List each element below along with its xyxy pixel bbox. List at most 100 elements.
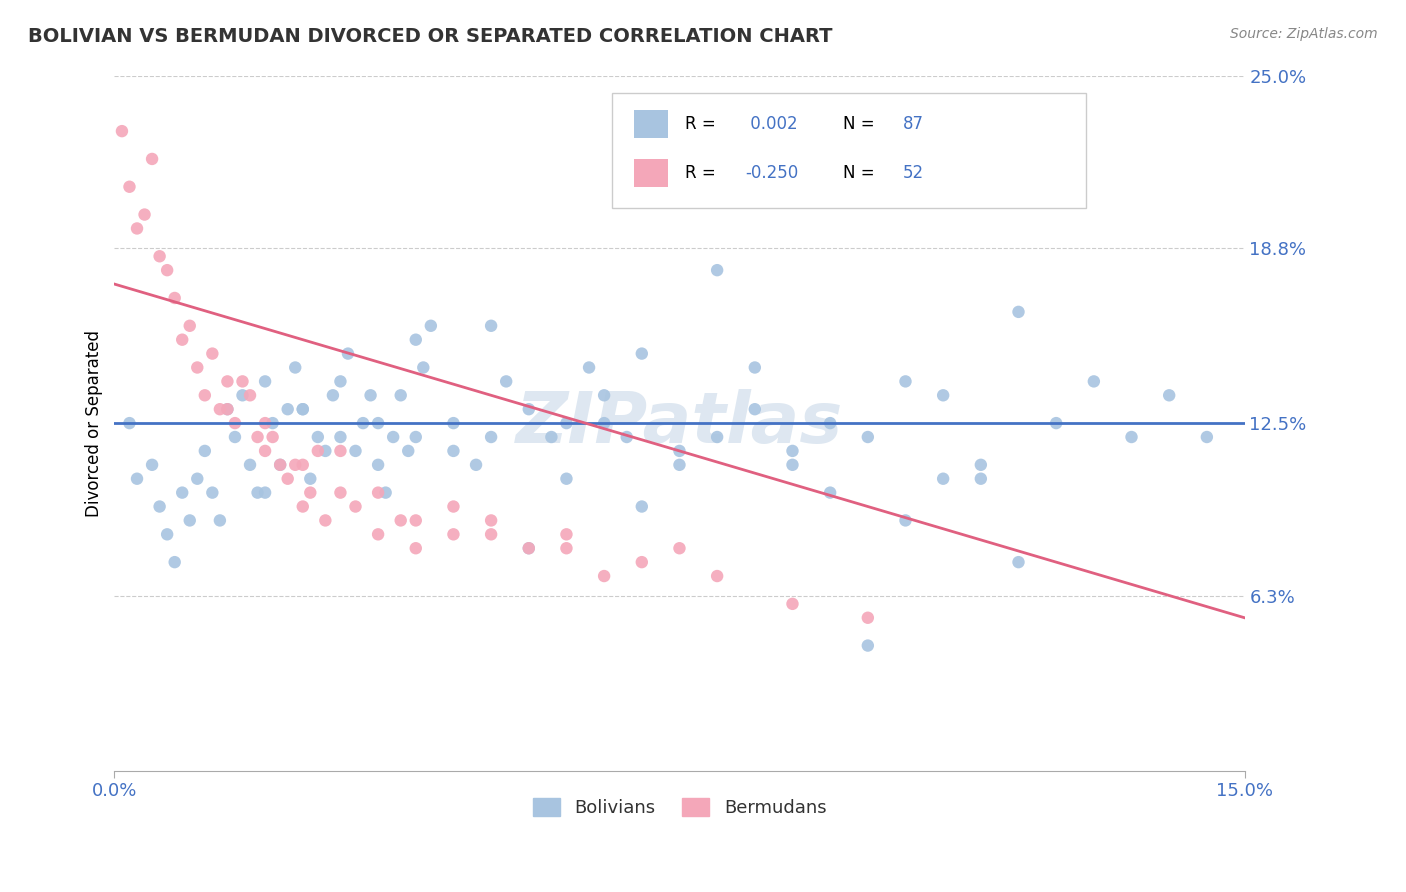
Point: [217, 402, 239, 417]
Point: [224, 430, 246, 444]
Point: [1007, 305, 1029, 319]
Point: [156, 263, 179, 277]
Point: [307, 430, 329, 444]
Point: [1007, 555, 1029, 569]
Bar: [634, 111, 668, 138]
Point: [405, 541, 427, 556]
Point: [329, 444, 352, 458]
Text: 0.002: 0.002: [745, 115, 797, 133]
Point: [134, 208, 156, 222]
Point: [149, 500, 172, 514]
Point: [299, 485, 322, 500]
Point: [479, 430, 502, 444]
Point: [706, 263, 728, 277]
Point: [336, 346, 359, 360]
Point: [1083, 375, 1105, 389]
Point: [465, 458, 488, 472]
Point: [443, 444, 465, 458]
Point: [179, 513, 201, 527]
Point: [540, 430, 562, 444]
Point: [593, 388, 616, 402]
Point: [396, 444, 419, 458]
Point: [367, 527, 389, 541]
Point: [118, 416, 141, 430]
Point: [269, 458, 291, 472]
Point: [246, 430, 269, 444]
Point: [344, 500, 367, 514]
Point: [578, 360, 600, 375]
Point: [555, 541, 578, 556]
Point: [201, 346, 224, 360]
Text: 87: 87: [903, 115, 924, 133]
Point: [616, 430, 638, 444]
Point: [217, 375, 239, 389]
Point: [299, 472, 322, 486]
Point: [555, 472, 578, 486]
Point: [412, 360, 434, 375]
Point: [630, 346, 652, 360]
Point: [443, 500, 465, 514]
Point: [856, 430, 879, 444]
Point: [125, 472, 148, 486]
Point: [262, 416, 284, 430]
Point: [314, 513, 336, 527]
Point: [932, 388, 955, 402]
Point: [1045, 416, 1067, 430]
Point: [668, 444, 690, 458]
Point: [163, 555, 186, 569]
Point: [125, 221, 148, 235]
Point: [201, 485, 224, 500]
Point: [329, 430, 352, 444]
Point: [1195, 430, 1218, 444]
Point: [405, 430, 427, 444]
Point: [668, 458, 690, 472]
Point: [367, 485, 389, 500]
Point: [352, 416, 374, 430]
Text: -0.250: -0.250: [745, 164, 799, 182]
Point: [149, 249, 172, 263]
Point: [186, 360, 208, 375]
Point: [818, 416, 841, 430]
Point: [419, 318, 441, 333]
Point: [555, 527, 578, 541]
Point: [329, 485, 352, 500]
Point: [344, 444, 367, 458]
Point: [208, 402, 231, 417]
Point: [1121, 430, 1143, 444]
Point: [239, 388, 262, 402]
Point: [389, 513, 412, 527]
Point: [367, 416, 389, 430]
Point: [970, 458, 993, 472]
Text: ZIPatlas: ZIPatlas: [516, 389, 844, 458]
Bar: [634, 159, 668, 186]
Text: R =: R =: [685, 115, 721, 133]
Point: [284, 458, 307, 472]
Point: [479, 527, 502, 541]
Point: [818, 485, 841, 500]
Text: N =: N =: [844, 164, 880, 182]
Point: [231, 375, 253, 389]
Point: [360, 388, 382, 402]
Point: [932, 472, 955, 486]
Point: [291, 402, 314, 417]
Point: [706, 569, 728, 583]
Point: [382, 430, 405, 444]
Point: [479, 318, 502, 333]
Point: [443, 416, 465, 430]
Legend: Bolivians, Bermudans: Bolivians, Bermudans: [526, 790, 834, 824]
Point: [367, 458, 389, 472]
Point: [856, 611, 879, 625]
Point: [856, 639, 879, 653]
Point: [322, 388, 344, 402]
Point: [706, 430, 728, 444]
Point: [744, 360, 766, 375]
Point: [291, 500, 314, 514]
Point: [224, 416, 246, 430]
Point: [405, 333, 427, 347]
Point: [668, 541, 690, 556]
Text: BOLIVIAN VS BERMUDAN DIVORCED OR SEPARATED CORRELATION CHART: BOLIVIAN VS BERMUDAN DIVORCED OR SEPARAT…: [28, 27, 832, 45]
Point: [269, 458, 291, 472]
Point: [186, 472, 208, 486]
Point: [517, 402, 540, 417]
Point: [194, 388, 217, 402]
